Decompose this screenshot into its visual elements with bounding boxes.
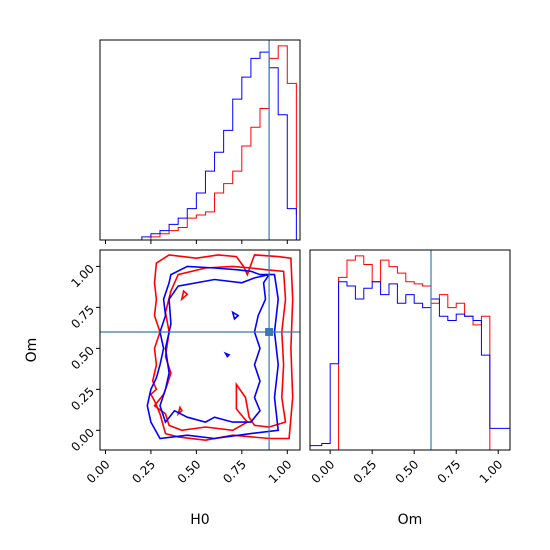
h0-marginal-ticks xyxy=(104,240,288,244)
joint-contour-s2-2 xyxy=(159,273,271,424)
om-marginal-frame xyxy=(309,249,511,451)
joint-y-axis-label: Om xyxy=(24,338,40,363)
joint-y-ticks: 0.00 0.25 0.50 0.75 1.00 xyxy=(68,262,100,455)
h0-marginal-panel xyxy=(99,39,301,244)
joint-contour-s2-4 xyxy=(223,351,231,358)
joint-y-tick-label-2: 0.50 xyxy=(68,344,97,373)
joint-contour-s2-1 xyxy=(146,265,280,440)
om-x-tick-label-2: 0.50 xyxy=(393,457,422,486)
joint-contour-s1-4 xyxy=(176,405,183,417)
joint-y-tick-label-4: 1.00 xyxy=(68,262,97,291)
joint-contour-s2-3 xyxy=(231,310,240,321)
om-x-ticks: 0.00 0.25 0.50 0.75 1.00 xyxy=(309,450,506,486)
h0-marginal-frame xyxy=(99,39,301,241)
joint-y-tick-label-0: 0.00 xyxy=(68,426,97,455)
joint-x-ticks: 0.00 0.25 0.50 0.75 1.00 xyxy=(84,450,295,486)
om-marginal-panel: 0.00 0.25 0.50 0.75 1.00 Om xyxy=(309,249,511,528)
joint-contour-s1-2 xyxy=(153,265,287,432)
om-x-tick-label-0: 0.00 xyxy=(309,457,338,486)
joint-x-tick-label-3: 0.75 xyxy=(220,457,249,486)
joint-contour-s1-1 xyxy=(149,254,294,442)
om-histogram-series-2 xyxy=(309,281,511,450)
h0-histogram-layer xyxy=(105,45,297,241)
om-x-tick-label-4: 1.00 xyxy=(477,457,506,486)
joint-truth-marker xyxy=(265,327,274,336)
joint-x-tick-label-1: 0.25 xyxy=(129,457,158,486)
om-x-tick-label-3: 0.75 xyxy=(435,457,464,486)
h0-histogram-series-2 xyxy=(105,51,297,241)
joint-x-tick-label-0: 0.00 xyxy=(84,457,113,486)
joint-x-tick-label-2: 0.50 xyxy=(175,457,204,486)
joint-contour-s1-3 xyxy=(180,289,189,302)
om-x-tick-label-1: 0.25 xyxy=(351,457,380,486)
joint-y-tick-label-1: 0.25 xyxy=(68,385,97,414)
h0-histogram-series-1 xyxy=(105,45,297,241)
joint-x-tick-label-4: 1.00 xyxy=(266,457,295,486)
joint-x-axis-label: H0 xyxy=(190,512,209,528)
om-histogram-series-1 xyxy=(310,255,510,451)
joint-frame xyxy=(99,249,301,451)
joint-contour-layer xyxy=(146,254,294,442)
om-histogram-layer xyxy=(309,255,511,451)
om-x-axis-label: Om xyxy=(398,512,423,528)
joint-panel: 0.00 0.25 0.50 0.75 1.00 0.00 0.25 0.50 0.75 1.0… xyxy=(24,249,301,528)
joint-y-tick-label-3: 0.75 xyxy=(68,303,97,332)
